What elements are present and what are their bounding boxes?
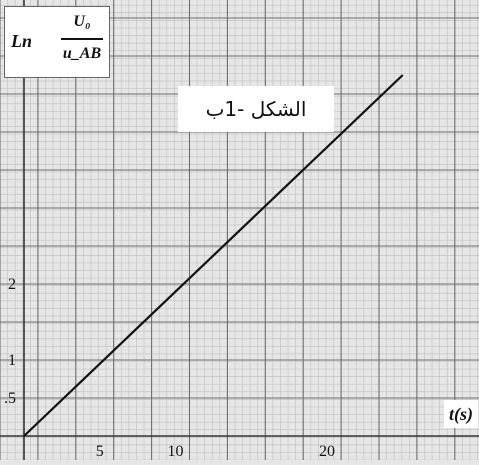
y-axis-label-numerator: U₀ xyxy=(73,13,91,30)
x-tick-label: 20 xyxy=(319,443,335,460)
y-axis-label-denominator: u_AB xyxy=(62,45,102,62)
y-axis-label-fraction-bar xyxy=(61,38,103,40)
y-axis-label: Ln U₀ u_AB xyxy=(4,6,110,78)
y-tick-label: .5 xyxy=(4,390,16,407)
y-tick-label: 1 xyxy=(8,352,16,369)
y-tick-label: 2 xyxy=(8,276,16,293)
figure-label: الشكل -1ب xyxy=(178,86,334,132)
y-axis-label-ln: Ln xyxy=(11,31,33,51)
series-line xyxy=(23,74,404,437)
x-tick-label: 10 xyxy=(168,443,184,460)
x-axis-label: t(s) xyxy=(444,400,478,428)
x-tick-label: 5 xyxy=(96,443,104,460)
